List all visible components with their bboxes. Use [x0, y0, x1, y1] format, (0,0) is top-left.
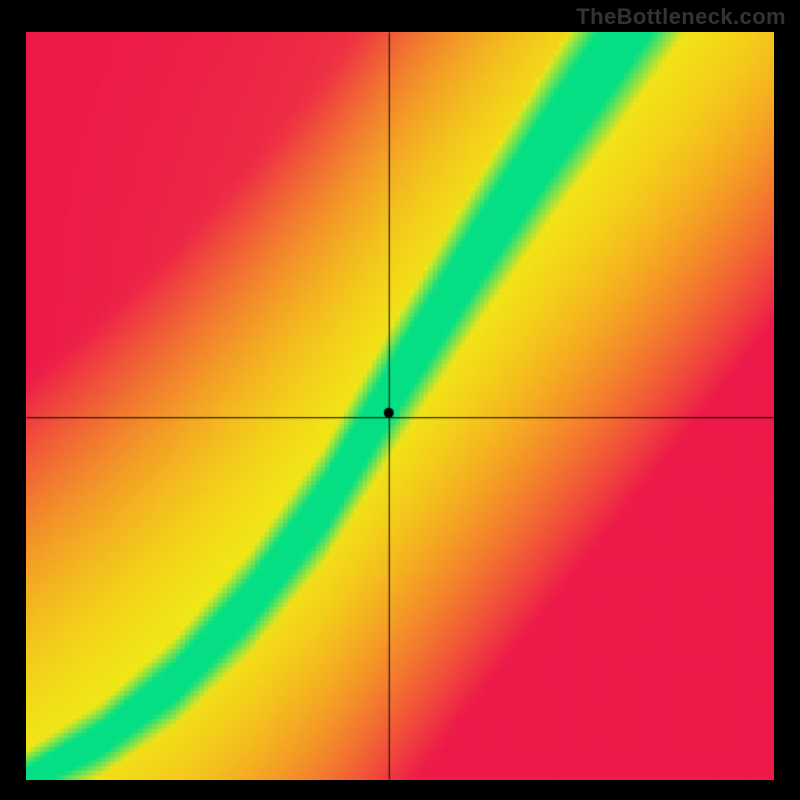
- watermark-text: TheBottleneck.com: [576, 4, 786, 30]
- bottleneck-heatmap: [26, 32, 774, 780]
